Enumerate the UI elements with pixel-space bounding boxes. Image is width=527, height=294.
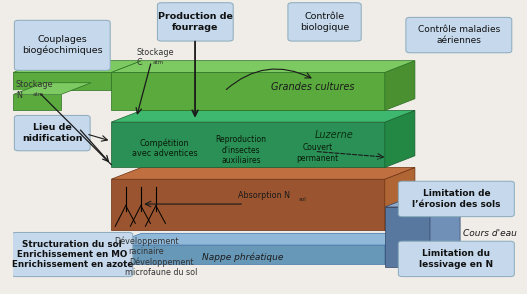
Text: Grandes cultures: Grandes cultures [270,82,354,92]
Text: Limitation de
l’érosion des sols: Limitation de l’érosion des sols [412,189,501,209]
Polygon shape [430,195,460,267]
Text: Structuration du sol
Enrichissement en MO
Enrichissement en azote: Structuration du sol Enrichissement en M… [12,240,133,269]
Polygon shape [385,233,415,264]
Text: Luzerne: Luzerne [314,130,353,140]
Text: atm: atm [32,92,44,97]
Polygon shape [13,72,111,89]
Text: Développement
racinaire: Développement racinaire [114,237,179,256]
Text: Couplages
biogéochimiques: Couplages biogéochimiques [22,35,103,55]
Text: Contrôle maladies
aériennes: Contrôle maladies aériennes [418,25,500,45]
Polygon shape [13,61,141,72]
FancyBboxPatch shape [288,3,361,41]
Text: Limitation du
lessivage en N: Limitation du lessivage en N [419,249,493,269]
Polygon shape [111,233,415,245]
Polygon shape [111,122,385,168]
Polygon shape [385,207,430,267]
Polygon shape [111,179,385,230]
FancyBboxPatch shape [12,233,133,277]
FancyBboxPatch shape [14,116,90,151]
FancyBboxPatch shape [406,17,512,53]
Polygon shape [111,72,385,111]
Text: atm: atm [153,60,164,65]
Text: Lieu de
nidification: Lieu de nidification [22,123,83,143]
Polygon shape [13,83,91,94]
FancyBboxPatch shape [14,20,110,70]
Text: sol: sol [298,197,306,202]
Polygon shape [385,195,460,207]
Polygon shape [385,168,415,230]
Polygon shape [111,168,415,179]
Polygon shape [111,61,415,72]
Polygon shape [385,111,415,168]
Polygon shape [111,245,385,264]
Text: Développement
microfaune du sol: Développement microfaune du sol [125,257,198,277]
Polygon shape [111,111,415,122]
Text: Nappe phréatique: Nappe phréatique [202,253,283,262]
Text: Stockage
C: Stockage C [136,48,174,67]
Polygon shape [13,94,61,111]
Text: Stockage
N: Stockage N [16,80,53,100]
Text: Absorption N: Absorption N [238,191,290,200]
Text: Reproduction
d'insectes
auxiliaires: Reproduction d'insectes auxiliaires [216,135,267,165]
Text: Production de
fourrage: Production de fourrage [158,12,233,32]
Text: Cours d'eau: Cours d'eau [463,229,516,238]
Text: Couvert
permanent: Couvert permanent [297,143,339,163]
FancyBboxPatch shape [398,181,514,217]
FancyBboxPatch shape [398,241,514,277]
Polygon shape [13,89,61,94]
Text: Compétition
avec adventices: Compétition avec adventices [132,138,198,158]
Polygon shape [385,61,415,111]
FancyBboxPatch shape [158,3,233,41]
Text: Contrôle
biologique: Contrôle biologique [300,12,349,32]
